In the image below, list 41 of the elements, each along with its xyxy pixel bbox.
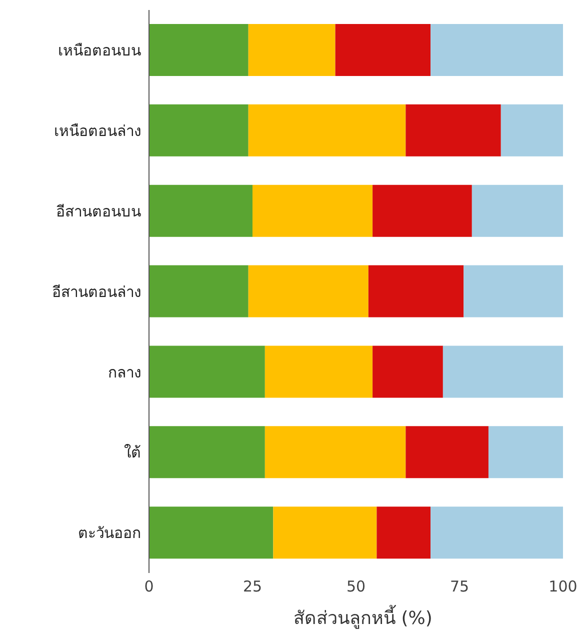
bar [372,346,443,398]
bar [248,24,336,76]
bar [376,506,431,559]
bar [149,426,265,478]
bar [248,265,368,318]
bar [149,506,274,559]
bar [406,426,488,478]
x-tick-label: 0 [144,578,154,596]
x-tick-label: 100 [548,578,578,596]
x-tick-label: 50 [346,578,366,596]
bar [273,506,377,559]
y-tick-label: ใต้ [124,444,141,462]
bar [248,104,406,156]
bar [149,265,248,318]
x-axis-title: สัดส่วนลูกหนี้ (%) [292,604,434,631]
y-tick-label: กลาง [108,363,141,382]
y-tick-label: เหนือตอนบน [58,42,141,60]
bar [149,346,265,398]
bar [372,184,472,237]
y-tick-label: อีสานตอนบน [56,202,141,220]
bar [406,104,501,156]
bar [500,104,563,156]
bar [464,265,563,318]
bar [335,24,431,76]
y-tick-label: อีสานตอนล่าง [52,282,141,301]
y-tick-label: เหนือตอนล่าง [54,122,141,140]
bar [472,184,563,237]
x-tick-label: 75 [450,578,470,596]
bar [264,426,406,478]
bar [368,265,464,318]
bar [442,346,563,398]
bar [149,24,248,76]
bar [430,506,563,559]
y-tick-label: ตะวันออก [78,524,141,542]
x-tick-label: 25 [242,578,262,596]
bar [430,24,563,76]
bar [149,104,248,156]
bar [264,346,373,398]
bar [149,184,252,237]
bar [488,426,563,478]
bar [252,184,373,237]
